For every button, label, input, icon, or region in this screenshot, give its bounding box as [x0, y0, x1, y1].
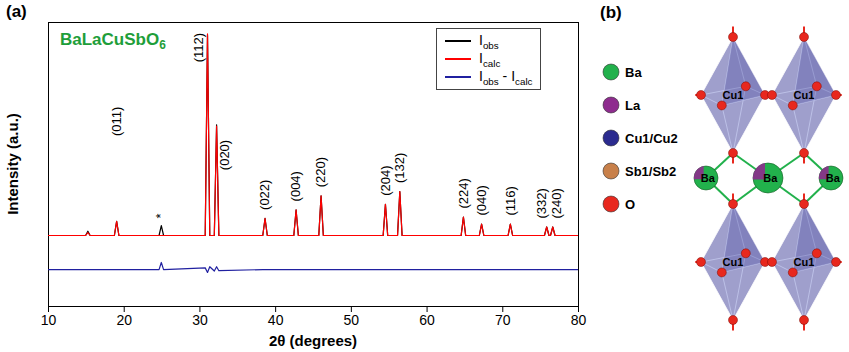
svg-text:(116): (116) — [503, 186, 518, 215]
svg-text:O: O — [625, 197, 635, 212]
svg-text:40: 40 — [268, 312, 284, 328]
svg-text:(240): (240) — [549, 188, 564, 218]
svg-text:Ba: Ba — [701, 172, 716, 184]
svg-text:(112): (112) — [191, 33, 206, 62]
svg-text:10: 10 — [41, 312, 57, 328]
svg-text:(220): (220) — [313, 157, 328, 187]
html-text:Iobs: Iobs — [479, 31, 499, 51]
svg-text:(204): (204) — [378, 165, 393, 195]
svg-text:(132): (132) — [392, 153, 407, 183]
svg-text:La: La — [625, 98, 641, 113]
svg-text:Cu1: Cu1 — [723, 256, 744, 268]
svg-text:(022): (022) — [257, 180, 272, 210]
svg-text:Sb1/Sb2: Sb1/Sb2 — [625, 164, 676, 179]
svg-text:(b): (b) — [600, 3, 622, 22]
svg-text:60: 60 — [419, 312, 435, 328]
svg-text:80: 80 — [571, 312, 587, 328]
svg-text:2θ (degrees): 2θ (degrees) — [269, 332, 357, 349]
svg-text:70: 70 — [495, 312, 511, 328]
svg-text:(011): (011) — [109, 107, 124, 136]
html-text:Iobs- Icalc: Iobs- Icalc — [479, 67, 533, 87]
svg-text:Cu1: Cu1 — [794, 89, 815, 101]
html-text:BaLaCuSbO6: BaLaCuSbO6 — [60, 30, 166, 53]
html-text:(a): (a) — [6, 2, 27, 21]
svg-text:Cu1/Cu2: Cu1/Cu2 — [625, 131, 678, 146]
svg-text:30: 30 — [192, 312, 208, 328]
svg-text:Intensity (a.u.): Intensity (a.u.) — [4, 113, 21, 215]
svg-text:(332): (332) — [534, 188, 549, 218]
svg-text:(004): (004) — [288, 171, 303, 201]
svg-text:*: * — [153, 213, 168, 218]
svg-text:Cu1: Cu1 — [723, 89, 744, 101]
svg-text:Ba: Ba — [826, 172, 841, 184]
html-text:Icalc: Icalc — [479, 49, 501, 69]
svg-text:(020): (020) — [217, 140, 232, 170]
svg-text:Ba: Ba — [763, 172, 778, 184]
svg-text:(040): (040) — [474, 185, 489, 215]
svg-text:50: 50 — [344, 312, 360, 328]
svg-text:(224): (224) — [456, 178, 471, 208]
svg-text:20: 20 — [116, 312, 132, 328]
svg-text:Ba: Ba — [625, 65, 642, 80]
svg-text:Cu1: Cu1 — [794, 256, 815, 268]
